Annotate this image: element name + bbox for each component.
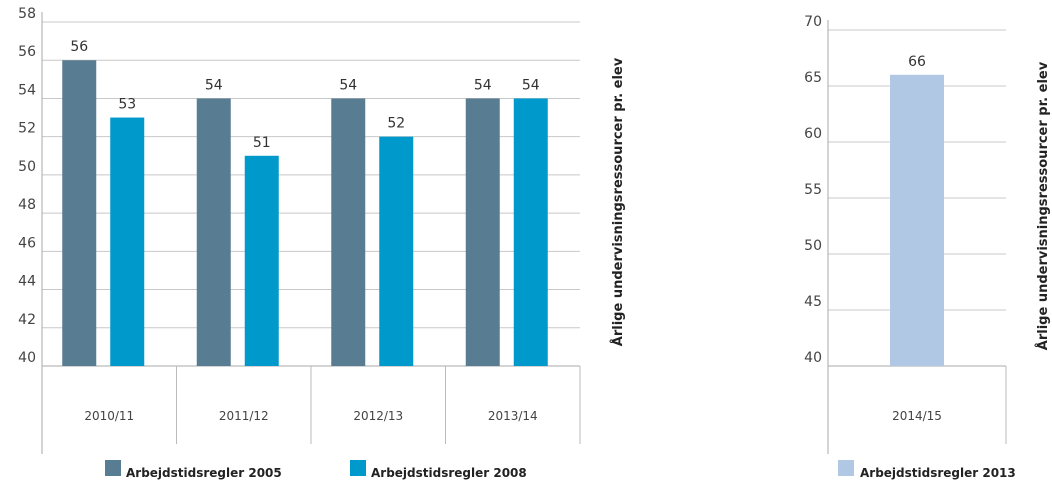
y-tick-label: 44	[18, 274, 36, 290]
y-tick-label: 56	[18, 44, 36, 60]
y-tick-label: 65	[804, 70, 822, 86]
data-label: 54	[205, 77, 223, 93]
y-axis-title: Årlige undervisningsressourcer pr. elev	[610, 57, 626, 346]
y-tick-label: 40	[804, 350, 822, 366]
legend-label: Arbejdstidsregler 2005	[126, 466, 282, 480]
y-axis-title: Årlige undervisningsressourcer pr. elev	[1035, 61, 1051, 350]
legend-swatch	[105, 460, 121, 476]
bar	[379, 136, 414, 366]
y-tick-label: 50	[18, 159, 36, 175]
data-label: 56	[70, 39, 88, 55]
bar	[110, 117, 145, 366]
legend-label: Arbejdstidsregler 2008	[371, 466, 527, 480]
y-tick-label: 45	[804, 294, 822, 310]
data-label: 54	[522, 77, 540, 93]
y-tick-label: 52	[18, 121, 36, 137]
data-label: 53	[118, 97, 136, 113]
bar	[62, 60, 97, 366]
bar	[465, 98, 500, 366]
data-label: 52	[387, 116, 405, 132]
y-tick-label: 48	[18, 197, 36, 213]
y-tick-label: 42	[18, 312, 36, 328]
bar	[196, 98, 231, 366]
x-tick-label: 2013/14	[488, 409, 538, 423]
data-label: 54	[339, 77, 357, 93]
chart-left: 40 42 44 46 48 50 52 54 56 58 2010/11 2011/12 2012/1…	[18, 6, 626, 480]
legend-label: Arbejdstidsregler 2013	[860, 466, 1016, 480]
legend-swatch	[350, 460, 366, 476]
x-tick-label: 2011/12	[219, 409, 269, 423]
y-tick-label: 54	[18, 82, 36, 98]
data-label: 51	[253, 135, 271, 151]
bar	[331, 98, 366, 366]
legend-swatch	[838, 460, 854, 476]
data-label: 66	[908, 54, 926, 70]
bar	[890, 74, 944, 367]
x-tick-label: 2012/13	[353, 409, 403, 423]
y-tick-label: 70	[804, 14, 822, 30]
y-tick-label: 40	[18, 350, 36, 366]
chart-right: 40 45 50 55 60 65 70 2014/15 66 Årlige undervisni…	[804, 14, 1051, 480]
y-tick-label: 60	[804, 126, 822, 142]
y-tick-label: 46	[18, 235, 36, 251]
y-tick-label: 55	[804, 182, 822, 198]
y-tick-label: 58	[18, 6, 36, 22]
y-tick-label: 50	[804, 238, 822, 254]
x-tick-label: 2010/11	[84, 409, 134, 423]
data-label: 54	[474, 77, 492, 93]
x-tick-label: 2014/15	[892, 409, 942, 423]
bar	[244, 155, 279, 366]
bar	[513, 98, 548, 366]
